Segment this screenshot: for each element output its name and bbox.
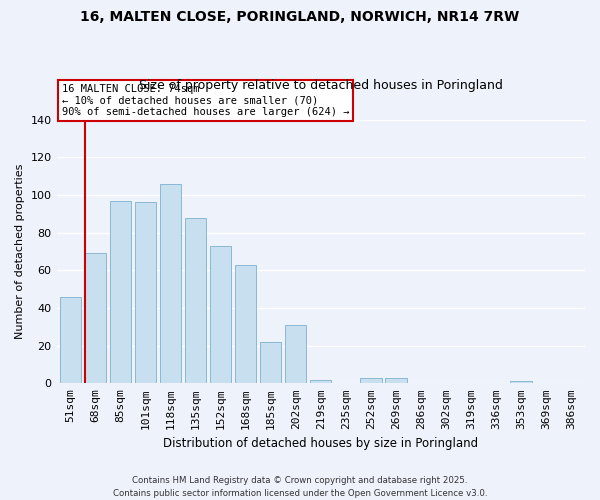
Bar (235, 264, 256, 384)
Bar (360, 378, 382, 384)
Bar (85, 254, 106, 384)
Bar (110, 200, 131, 384)
Bar (385, 378, 407, 384)
Bar (185, 218, 206, 384)
Text: 16, MALTEN CLOSE, PORINGLAND, NORWICH, NR14 7RW: 16, MALTEN CLOSE, PORINGLAND, NORWICH, N… (80, 10, 520, 24)
Bar (135, 202, 156, 384)
Bar (511, 382, 532, 384)
Bar (285, 325, 307, 384)
Text: Contains HM Land Registry data © Crown copyright and database right 2025.
Contai: Contains HM Land Registry data © Crown c… (113, 476, 487, 498)
Bar (210, 246, 231, 384)
Y-axis label: Number of detached properties: Number of detached properties (15, 164, 25, 339)
Title: Size of property relative to detached houses in Poringland: Size of property relative to detached ho… (139, 79, 503, 92)
Bar (59, 296, 81, 384)
Bar (260, 342, 281, 384)
Text: 16 MALTEN CLOSE: 74sqm
← 10% of detached houses are smaller (70)
90% of semi-det: 16 MALTEN CLOSE: 74sqm ← 10% of detached… (62, 84, 349, 117)
X-axis label: Distribution of detached houses by size in Poringland: Distribution of detached houses by size … (163, 437, 478, 450)
Bar (310, 380, 331, 384)
Bar (160, 184, 181, 384)
